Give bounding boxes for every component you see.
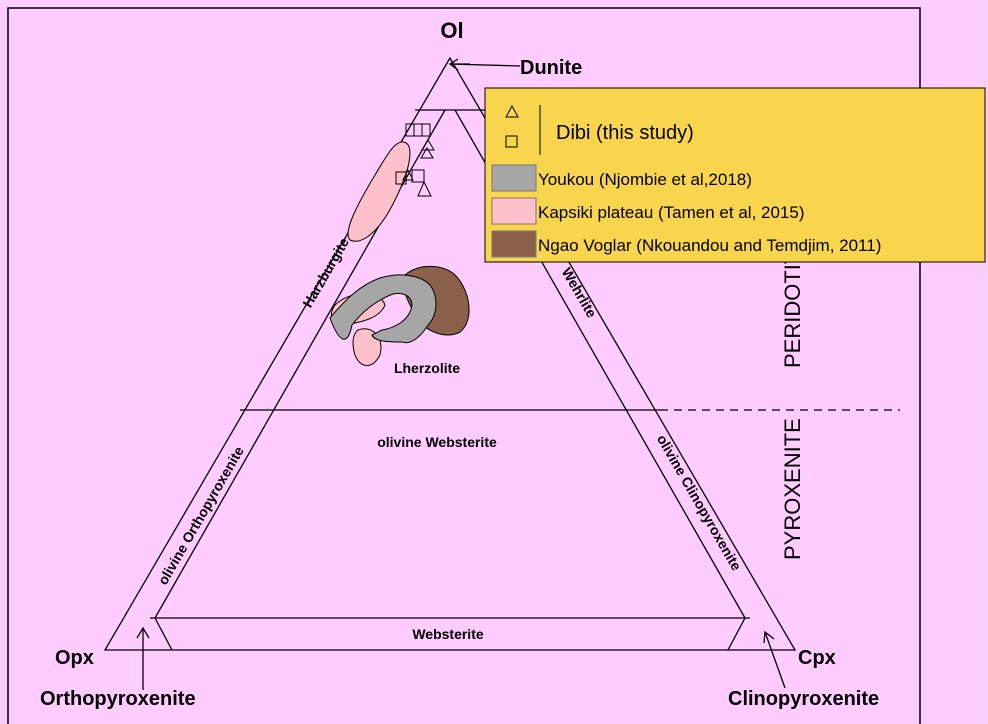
square	[411, 169, 425, 183]
opx-arrow	[136, 626, 150, 690]
corner-field-label: Orthopyroxenite	[40, 688, 196, 710]
field-youkou	[329, 274, 437, 344]
legend-swatch	[491, 230, 537, 258]
dunite-arrow	[448, 58, 521, 71]
legend-triangle	[505, 104, 519, 118]
cpx-line	[727, 617, 746, 651]
legend-label: Kapsiki plateau (Tamen et al, 2015)	[538, 203, 805, 222]
samples	[395, 123, 435, 197]
cpx-arrow	[763, 630, 786, 689]
legend-swatch	[491, 164, 537, 192]
legend-box	[484, 87, 986, 263]
legend: Dibi (this study) Youkou (Njombie et al,…	[484, 87, 986, 263]
fields	[329, 141, 470, 366]
legend-square	[505, 135, 518, 148]
apex-label: Ol	[440, 18, 463, 43]
dunite-label: Dunite	[520, 57, 582, 79]
legend-swatch	[491, 197, 537, 225]
frame	[7, 7, 921, 724]
opx-line	[154, 617, 173, 651]
corner-label: Opx	[55, 647, 94, 669]
legend-label: Youkou (Njombie et al,2018)	[538, 170, 752, 189]
legend-label: Ngao Voglar (Nkouandou and Temdjim, 2011…	[538, 236, 881, 255]
field-label: Lherzolite	[394, 360, 460, 376]
field-label: Websterite	[412, 626, 484, 642]
corner-field-label: Clinopyroxenite	[728, 688, 879, 710]
triangles	[402, 139, 435, 197]
square	[395, 171, 407, 185]
group-label: PYROXENITE	[780, 418, 805, 560]
legend-label: Dibi (this study)	[556, 122, 694, 144]
corner-label: Cpx	[798, 647, 836, 669]
outer-triangle	[103, 56, 797, 651]
field-label: olivine Websterite	[377, 434, 497, 450]
triangle	[103, 56, 900, 690]
square	[421, 123, 431, 137]
